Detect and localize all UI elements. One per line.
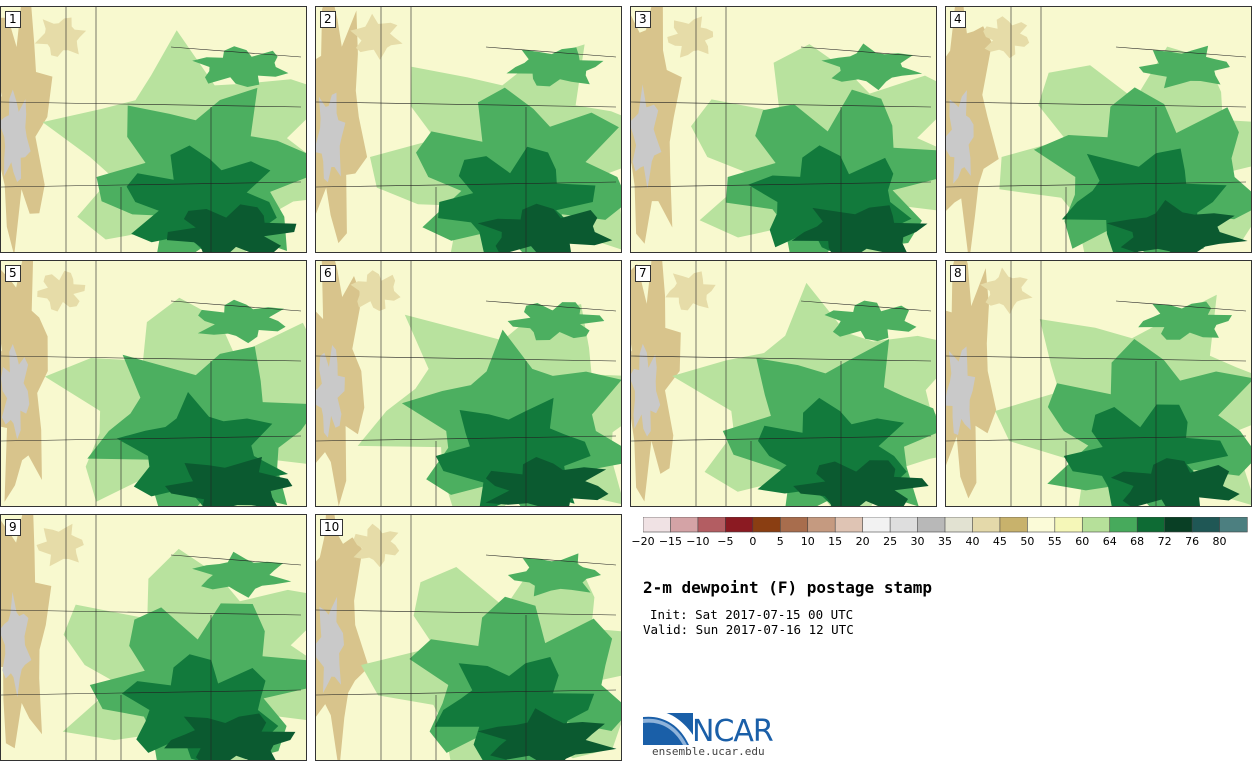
colorbar-tick-label: 25 xyxy=(883,535,898,548)
member-number-label: 3 xyxy=(635,11,651,28)
colorbar-swatch xyxy=(643,517,672,533)
colorbar-tick-label: 50 xyxy=(1020,535,1035,548)
member-number-label: 10 xyxy=(320,519,344,536)
member-number-label: 1 xyxy=(5,11,21,28)
product-title: 2-m dewpoint (F) postage stamp xyxy=(643,578,932,597)
colorbar-swatch xyxy=(917,517,946,533)
colorbar-swatch xyxy=(862,517,891,533)
ensemble-member-map: 10 xyxy=(315,514,622,761)
colorbar-swatch xyxy=(1109,517,1138,533)
colorbar-swatch xyxy=(697,517,726,533)
colorbar-tick-label: 15 xyxy=(828,535,843,548)
colorbar-tick-label: 80 xyxy=(1212,535,1227,548)
colorbar-swatch xyxy=(1027,517,1056,533)
colorbar-tick-label: 55 xyxy=(1047,535,1062,548)
member-number-label: 9 xyxy=(5,519,21,536)
colorbar-tick-label: 10 xyxy=(800,535,815,548)
ensemble-member-map: 6 xyxy=(315,260,622,507)
ensemble-member-map: 1 xyxy=(0,6,307,253)
colorbar-swatch xyxy=(889,517,919,533)
colorbar-swatch xyxy=(1219,517,1248,533)
colorbar-tick-label: −5 xyxy=(717,535,734,548)
colorbar-tick-label: 35 xyxy=(938,535,952,548)
colorbar-tick-label: −10 xyxy=(686,535,710,548)
ensemble-member-map: 3 xyxy=(630,6,937,253)
colorbar-tick-label: 72 xyxy=(1157,535,1172,548)
member-number-label: 2 xyxy=(320,11,336,28)
ensemble-member-map: 9 xyxy=(0,514,307,761)
colorbar-swatch xyxy=(807,517,836,533)
colorbar-tick-label: 30 xyxy=(910,535,925,548)
colorbar-tick-label: −20 xyxy=(631,535,655,548)
ensemble-url: ensemble.ucar.edu xyxy=(652,745,765,758)
member-number-label: 6 xyxy=(320,265,336,282)
colorbar-tick-label: 5 xyxy=(776,535,784,548)
ensemble-member-map: 5 xyxy=(0,260,307,507)
colorbar-tick-label: 64 xyxy=(1102,535,1117,548)
colorbar-tick-label: 68 xyxy=(1130,535,1145,548)
colorbar-swatch xyxy=(1136,517,1166,533)
colorbar-swatch xyxy=(779,517,809,533)
colorbar-tick-label: 76 xyxy=(1185,535,1200,548)
colorbar-tick-label: 20 xyxy=(855,535,870,548)
ncar-logo-text: NCAR xyxy=(692,714,774,749)
colorbar-swatch xyxy=(944,517,974,533)
member-number-label: 8 xyxy=(950,265,966,282)
colorbar-swatch xyxy=(972,517,1001,533)
ensemble-member-map: 4 xyxy=(945,6,1252,253)
colorbar-tick-label: 0 xyxy=(749,535,757,548)
dewpoint-colorbar xyxy=(643,517,1248,533)
ncar-logo-icon xyxy=(643,711,693,745)
valid-time: Valid: Sun 2017-07-16 12 UTC xyxy=(643,622,854,637)
colorbar-tick-label: 60 xyxy=(1075,535,1090,548)
ensemble-member-map: 7 xyxy=(630,260,937,507)
colorbar-swatch xyxy=(999,517,1028,533)
colorbar-swatch xyxy=(834,517,864,533)
colorbar-swatch xyxy=(752,517,781,533)
colorbar-tick-labels: −20 −15 −10 −5 0 5 10 15 20 25 30 35 40 45 50 55 60 64 68 7… xyxy=(631,535,1247,551)
member-number-label: 4 xyxy=(950,11,966,28)
colorbar-swatch xyxy=(1164,517,1193,533)
colorbar-tick-label: 45 xyxy=(992,535,1007,548)
member-number-label: 5 xyxy=(5,265,21,282)
colorbar-swatch xyxy=(1081,517,1111,533)
colorbar-tick-label: −15 xyxy=(658,535,683,548)
ensemble-member-map: 2 xyxy=(315,6,622,253)
colorbar-swatch xyxy=(1054,517,1083,533)
ensemble-member-map: 8 xyxy=(945,260,1252,507)
colorbar-swatch xyxy=(670,517,699,533)
member-number-label: 7 xyxy=(635,265,651,282)
colorbar-tick-label: 40 xyxy=(965,535,980,548)
colorbar-swatch xyxy=(725,517,754,533)
init-time: Init: Sat 2017-07-15 00 UTC xyxy=(650,607,854,622)
colorbar-swatch xyxy=(1191,517,1221,533)
